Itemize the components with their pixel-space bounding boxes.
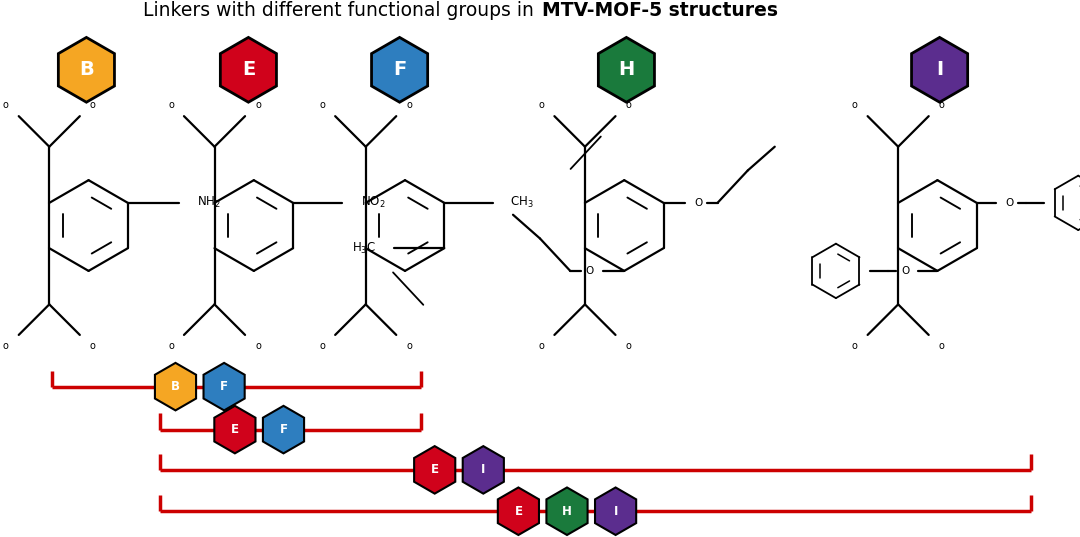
Polygon shape [498,488,539,535]
Polygon shape [214,406,256,453]
Text: o: o [625,100,632,110]
Polygon shape [598,38,654,102]
Text: B: B [79,60,94,79]
Text: F: F [393,60,406,79]
Text: o: o [90,100,96,110]
Text: o: o [255,341,261,351]
Text: o: o [852,341,858,351]
Polygon shape [372,38,428,102]
Text: I: I [481,463,486,476]
Polygon shape [462,446,504,494]
Text: NO$_2$: NO$_2$ [361,195,386,211]
Text: O: O [901,266,909,276]
Text: o: o [90,341,96,351]
Text: o: o [168,341,174,351]
Text: CH$_3$: CH$_3$ [510,195,534,211]
Text: o: o [320,100,325,110]
Text: o: o [3,100,9,110]
Text: F: F [220,380,228,393]
Text: o: o [939,100,945,110]
Text: o: o [255,100,261,110]
Text: o: o [406,341,413,351]
Polygon shape [595,488,636,535]
Text: o: o [852,100,858,110]
Polygon shape [912,38,968,102]
Text: H: H [562,505,572,518]
Text: o: o [539,100,544,110]
Text: o: o [3,341,9,351]
Polygon shape [414,446,456,494]
Polygon shape [154,363,197,410]
Text: Linkers with different functional groups in: Linkers with different functional groups… [144,1,540,20]
Text: I: I [936,60,943,79]
Polygon shape [220,38,276,102]
Text: E: E [431,463,438,476]
Text: O: O [1005,198,1013,208]
Text: E: E [514,505,523,518]
Text: o: o [406,100,413,110]
Text: O: O [694,198,702,208]
Text: F: F [280,423,287,436]
Text: NH$_2$: NH$_2$ [197,195,220,211]
Text: O: O [585,266,594,276]
Polygon shape [262,406,305,453]
Polygon shape [58,38,114,102]
Text: o: o [939,341,945,351]
Text: o: o [168,100,174,110]
Text: E: E [242,60,255,79]
Text: o: o [539,341,544,351]
Text: I: I [613,505,618,518]
Text: o: o [320,341,325,351]
Text: E: E [231,423,239,436]
Polygon shape [203,363,245,410]
Text: B: B [171,380,180,393]
Text: o: o [625,341,632,351]
Text: H: H [618,60,635,79]
Polygon shape [546,488,588,535]
Text: MTV-MOF-5 structures: MTV-MOF-5 structures [542,1,779,20]
Text: H$_3$C: H$_3$C [352,241,376,256]
